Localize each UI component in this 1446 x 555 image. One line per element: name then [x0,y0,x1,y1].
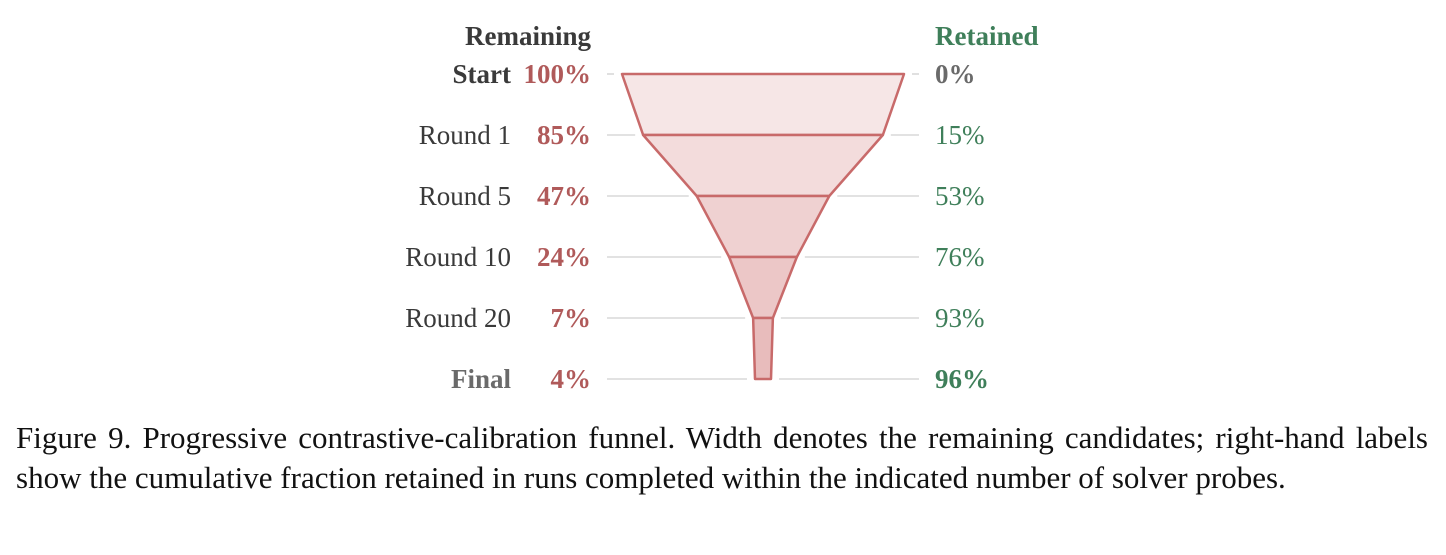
remaining-value: 47% [537,181,591,211]
figure-caption: Figure 9. Progressive contrastive-calibr… [16,420,1428,495]
guide-lines [607,73,919,380]
retained-value: 96% [935,364,989,394]
stage-label: Round 20 [405,303,511,333]
remaining-value: 7% [551,303,592,333]
funnel-segment [641,133,885,198]
stage-label: Start [453,59,511,89]
stage-label: Round 10 [405,242,511,272]
header-remaining: Remaining [465,21,592,51]
retained-value: 93% [935,303,985,333]
header-retained: Retained [935,21,1039,51]
retained-value: 76% [935,242,985,272]
retained-value: 53% [935,181,985,211]
funnel-segment [695,194,831,259]
funnel-segment [751,316,775,381]
funnel-segment [727,255,799,320]
remaining-value: 4% [551,364,592,394]
retained-value: 0% [935,59,976,89]
funnel-segment [620,72,906,137]
remaining-value: 100% [524,59,592,89]
remaining-value: 24% [537,242,591,272]
retained-value: 15% [935,120,985,150]
stage-label: Final [451,364,512,394]
stage-label: Round 5 [419,181,511,211]
remaining-value: 85% [537,120,591,150]
funnel-labels: Remaining Retained Start 100% 0% Round 1 85%… [405,21,1038,394]
funnel-segments [620,72,906,381]
funnel-chart: Remaining Retained Start 100% 0% Round 1 85%… [405,21,1038,394]
stage-label: Round 1 [419,120,511,150]
